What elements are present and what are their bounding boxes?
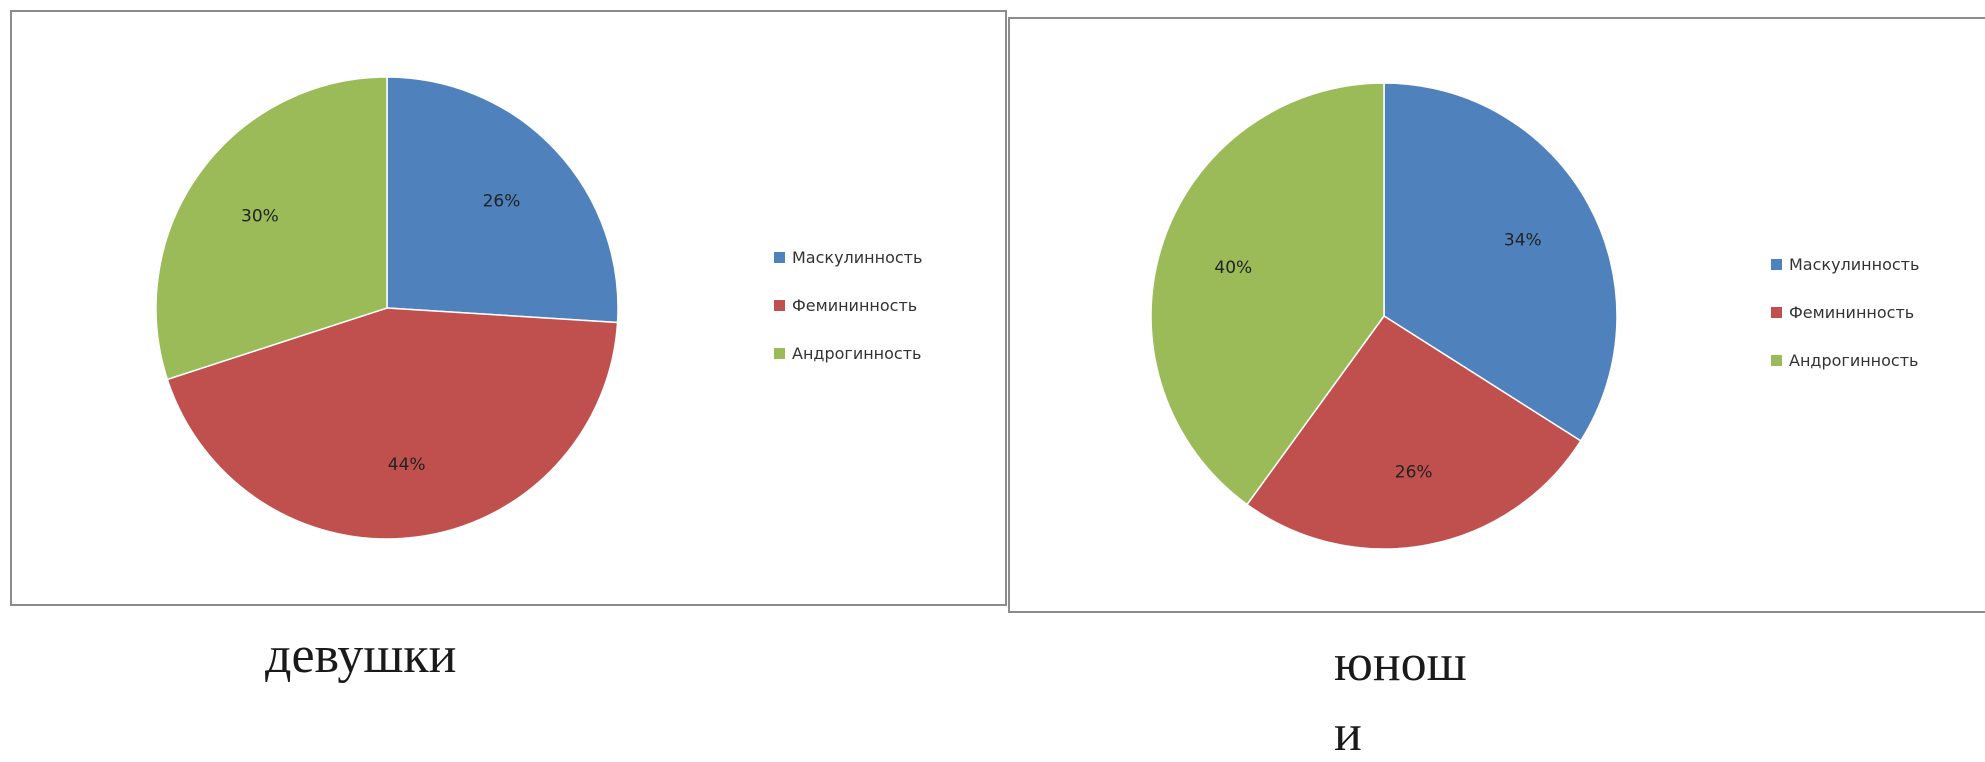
slice-label-2: 30% — [241, 207, 279, 227]
legend-label-0: Маскулинность — [792, 248, 922, 267]
legend-label-1: Фемининность — [1789, 303, 1914, 322]
chart-panel-boys: 34% 26% 40% Маскулинность Фемининность Андрог… — [1008, 17, 1985, 613]
caption-boys-line-2: и — [1334, 708, 1362, 760]
slice-label-0: 26% — [483, 192, 521, 212]
slice-label-1: 44% — [388, 455, 426, 475]
legend-swatch-0 — [774, 252, 785, 263]
caption-boys-line-1: юнош — [1334, 638, 1467, 690]
slice-label-0: 34% — [1504, 231, 1542, 251]
pie-chart-boys: 34% 26% 40% Маскулинность Фемининность Андрог… — [1010, 19, 1985, 615]
pie-chart-girls: 26% 44% 30% Маскулинность Фемининность Андрог… — [12, 12, 1009, 608]
legend-label-2: Андрогинность — [792, 344, 921, 363]
legend-label-0: Маскулинность — [1789, 255, 1919, 274]
legend-label-2: Андрогинность — [1789, 351, 1918, 370]
slice-label-2: 40% — [1214, 258, 1252, 278]
legend-label-1: Фемининность — [792, 296, 917, 315]
legend-swatch-0 — [1771, 259, 1782, 270]
slice-label-1: 26% — [1395, 463, 1433, 483]
legend-swatch-1 — [1771, 307, 1782, 318]
legend-swatch-2 — [1771, 355, 1782, 366]
chart-panel-girls: 26% 44% 30% Маскулинность Фемининность Андрог… — [10, 10, 1007, 606]
caption-girls: девушки — [265, 630, 456, 682]
legend-swatch-2 — [774, 348, 785, 359]
legend-swatch-1 — [774, 300, 785, 311]
